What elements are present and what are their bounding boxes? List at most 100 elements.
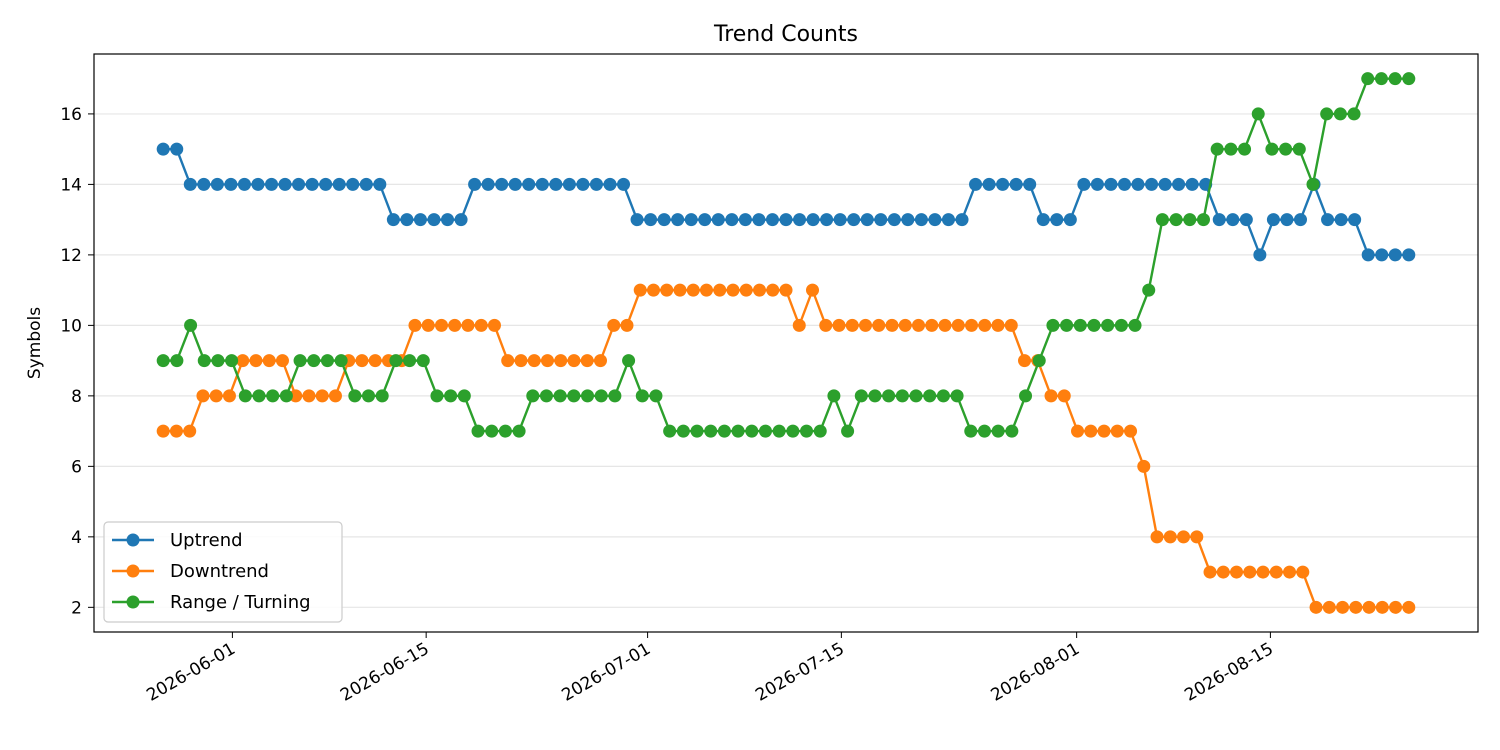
data-point [1019,389,1033,403]
data-point [441,213,455,227]
data-point [238,389,252,403]
data-point [170,142,184,156]
data-point [1389,600,1403,614]
data-point [758,424,772,438]
y-tick-label: 16 [60,105,82,125]
data-point [1296,565,1310,579]
data-point [1063,213,1077,227]
data-point [923,389,937,403]
data-point [622,354,636,368]
data-point [941,213,955,227]
x-tick-label: 2026-07-01 [559,639,655,706]
data-point [882,389,896,403]
data-point [1050,213,1064,227]
data-point [646,283,660,297]
data-point [887,213,901,227]
data-point [209,389,223,403]
data-point [800,424,814,438]
data-point [676,424,690,438]
data-point [996,177,1010,191]
data-point [1269,565,1283,579]
data-point [1216,565,1230,579]
data-point [955,213,969,227]
data-point [293,354,307,368]
data-point [481,177,495,191]
data-point [671,213,685,227]
data-point [603,177,617,191]
data-point [766,283,780,297]
data-point [474,318,488,332]
legend: Uptrend Downtrend Range / Turning [103,521,343,623]
data-point [1402,600,1416,614]
data-point [567,389,581,403]
data-point [302,389,316,403]
data-point [1110,424,1124,438]
data-point [265,177,279,191]
data-point [717,424,731,438]
data-point [1150,530,1164,544]
data-point [1009,177,1023,191]
x-tick-label: 2026-08-15 [1181,639,1277,706]
data-point [222,389,236,403]
data-point [315,389,329,403]
data-point [593,354,607,368]
data-point [1183,213,1197,227]
data-point [1077,177,1091,191]
data-point [1032,354,1046,368]
data-point [373,177,387,191]
data-point [698,213,712,227]
data-point [738,213,752,227]
data-point [1004,318,1018,332]
data-point [819,318,833,332]
data-point [454,213,468,227]
data-point [1321,213,1335,227]
data-point [1084,424,1098,438]
data-point [1124,424,1138,438]
data-point [1239,213,1253,227]
data-point [237,177,251,191]
data-point [251,177,265,191]
data-point [841,424,855,438]
data-point [1117,177,1131,191]
y-tick-label: 14 [60,175,82,195]
data-point [252,389,266,403]
data-point [403,354,417,368]
data-point [779,213,793,227]
data-point [485,424,499,438]
data-point [434,318,448,332]
y-tick-label: 12 [60,246,82,266]
data-point [1253,248,1267,262]
data-point [328,389,342,403]
data-point [320,354,334,368]
data-point [197,177,211,191]
data-point [806,283,820,297]
data-point [1292,142,1306,156]
data-point [1256,565,1270,579]
data-point [859,318,873,332]
data-point [275,354,289,368]
data-point [938,318,952,332]
data-point [471,424,485,438]
data-point [594,389,608,403]
data-point [752,283,766,297]
data-point [580,354,594,368]
data-point [663,424,677,438]
legend-label: Uptrend [170,530,243,551]
series-line [163,288,1409,609]
data-point [617,177,631,191]
data-point [765,213,779,227]
data-point [1036,213,1050,227]
legend-marker [126,595,140,609]
data-point [514,354,528,368]
data-point [1349,600,1363,614]
data-point [772,424,786,438]
data-point [895,389,909,403]
data-point [262,354,276,368]
series-uptrend [156,142,1416,262]
data-point [1018,354,1032,368]
y-tick-label: 2 [71,598,82,618]
legend-box [103,521,343,623]
data-point [833,213,847,227]
data-point [1280,213,1294,227]
